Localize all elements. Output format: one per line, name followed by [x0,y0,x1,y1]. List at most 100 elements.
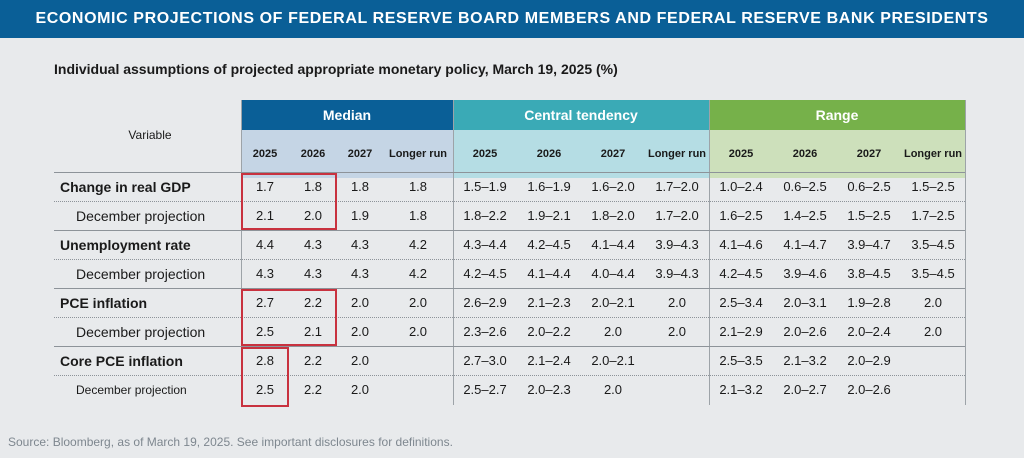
range-cell: 1.7–2.5 [911,208,955,223]
median-cell: 2.0 [350,382,370,397]
row-rule [54,259,965,260]
median-cell: 1.7 [255,179,275,194]
median-cell: 2.2 [303,382,323,397]
central-tendency-cell: 1.6–2.0 [591,179,635,194]
median-cell: 2.0 [408,324,428,339]
central-tendency-cell: 2.1–2.3 [527,295,571,310]
central-tendency-cell: 2.6–2.9 [463,295,507,310]
central-tendency-cell: 2.0 [667,324,687,339]
median-cell: 2.1 [255,208,275,223]
central-tendency-cell: 3.9–4.3 [655,237,699,252]
row-label: Unemployment rate [60,236,191,253]
median-cell: 2.0 [350,295,370,310]
central-tendency-cell: 4.3–4.4 [463,237,507,252]
range-cell: 2.0 [923,324,943,339]
range-cell: 4.1–4.6 [719,237,763,252]
range-cell: 2.1–2.9 [719,324,763,339]
median-cell: 4.4 [255,237,275,252]
range-cell: 2.5–3.5 [719,353,763,368]
range-cell: 3.5–4.5 [911,266,955,281]
range-cell: 1.4–2.5 [783,208,827,223]
range-cell: 2.1–3.2 [783,353,827,368]
range-cell: 3.9–4.6 [783,266,827,281]
central-tendency-cell [645,375,709,404]
range-cell: 2.0–2.4 [847,324,891,339]
median-cell: 1.8 [408,208,428,223]
range-subheader-band [709,130,965,178]
median-col-header-2: 2026 [300,148,326,160]
central-tendency-cell: 1.8–2.2 [463,208,507,223]
range-col-header-2: 2026 [792,148,818,160]
median-cell: 2.2 [303,353,323,368]
section-rule [54,288,965,289]
highlight-box [241,347,289,407]
range-cell: 2.5–3.4 [719,295,763,310]
median-cell: 2.5 [255,382,275,397]
central-tendency-cell: 1.8–2.0 [591,208,635,223]
range-group-header: Range [709,100,965,130]
central-tendency-cell: 2.1–2.4 [527,353,571,368]
central-tendency-cell: 4.1–4.4 [591,237,635,252]
variable-column-header: Variable [128,128,172,142]
divider-median-central [453,100,454,405]
range-cell: 2.0–2.7 [783,382,827,397]
section-rule [54,346,965,347]
median-cell: 2.1 [303,324,323,339]
median-panel: Median [241,100,453,405]
central-tendency-cell: 1.9–2.1 [527,208,571,223]
range-cell: 3.8–4.5 [847,266,891,281]
row-label: December projection [76,207,206,224]
range-col-header-3: 2027 [856,148,882,160]
central-tendency-cell: 2.0–2.3 [527,382,571,397]
median-cell: 4.3 [350,237,370,252]
range-col-header-4: Longer run [903,148,963,160]
central-tendency-cell: 2.5–2.7 [463,382,507,397]
central-tendency-cell: 4.2–4.5 [527,237,571,252]
row-label: December projection [76,265,206,282]
row-label: PCE inflation [60,294,148,311]
median-cell: 1.8 [303,179,323,194]
median-cell: 1.9 [350,208,370,223]
central-tendency-cell: 2.0–2.1 [591,353,635,368]
highlight-box [241,173,337,230]
median-cell: 2.0 [408,295,428,310]
median-cell: 4.2 [408,237,428,252]
median-cell: 2.0 [350,353,370,368]
median-col-header-1: 2025 [252,148,278,160]
divider-central-range [709,100,710,405]
central-tendency-cell: 3.9–4.3 [655,266,699,281]
median-cell: 4.3 [303,237,323,252]
central-tendency-cell: 2.0 [603,382,623,397]
central-tendency-cell: 2.7–3.0 [463,353,507,368]
central-tendency-cell [645,346,709,375]
central-tendency-group-header: Central tendency [453,100,709,130]
central-tendency-cell: 4.1–4.4 [527,266,571,281]
median-col-header-4: Longer run [388,148,448,160]
median-cell: 4.3 [255,266,275,281]
range-cell: 1.6–2.5 [719,208,763,223]
divider-median-left [241,100,242,405]
range-cell [901,346,965,375]
range-cell: 3.9–4.7 [847,237,891,252]
range-cell: 0.6–2.5 [783,179,827,194]
central-tendency-col-header-3: 2027 [600,148,626,160]
range-cell: 2.0–2.9 [847,353,891,368]
range-cell: 4.2–4.5 [719,266,763,281]
central-tendency-panel: Central tendency [453,100,709,405]
range-cell: 0.6–2.5 [847,179,891,194]
section-rule [54,230,965,231]
range-cell: 1.5–2.5 [847,208,891,223]
header-bottom-rule [54,172,965,173]
central-tendency-cell: 2.0 [667,295,687,310]
median-cell: 2.2 [303,295,323,310]
row-label: December projection [76,382,187,397]
median-col-header-3: 2027 [347,148,373,160]
central-tendency-cell: 4.0–4.4 [591,266,635,281]
median-cell: 2.7 [255,295,275,310]
row-rule [54,317,965,318]
row-label: Change in real GDP [60,178,191,195]
median-cell [383,375,453,404]
range-cell: 2.0 [923,295,943,310]
central-tendency-subheader-band [453,130,709,178]
row-rule [54,201,965,202]
